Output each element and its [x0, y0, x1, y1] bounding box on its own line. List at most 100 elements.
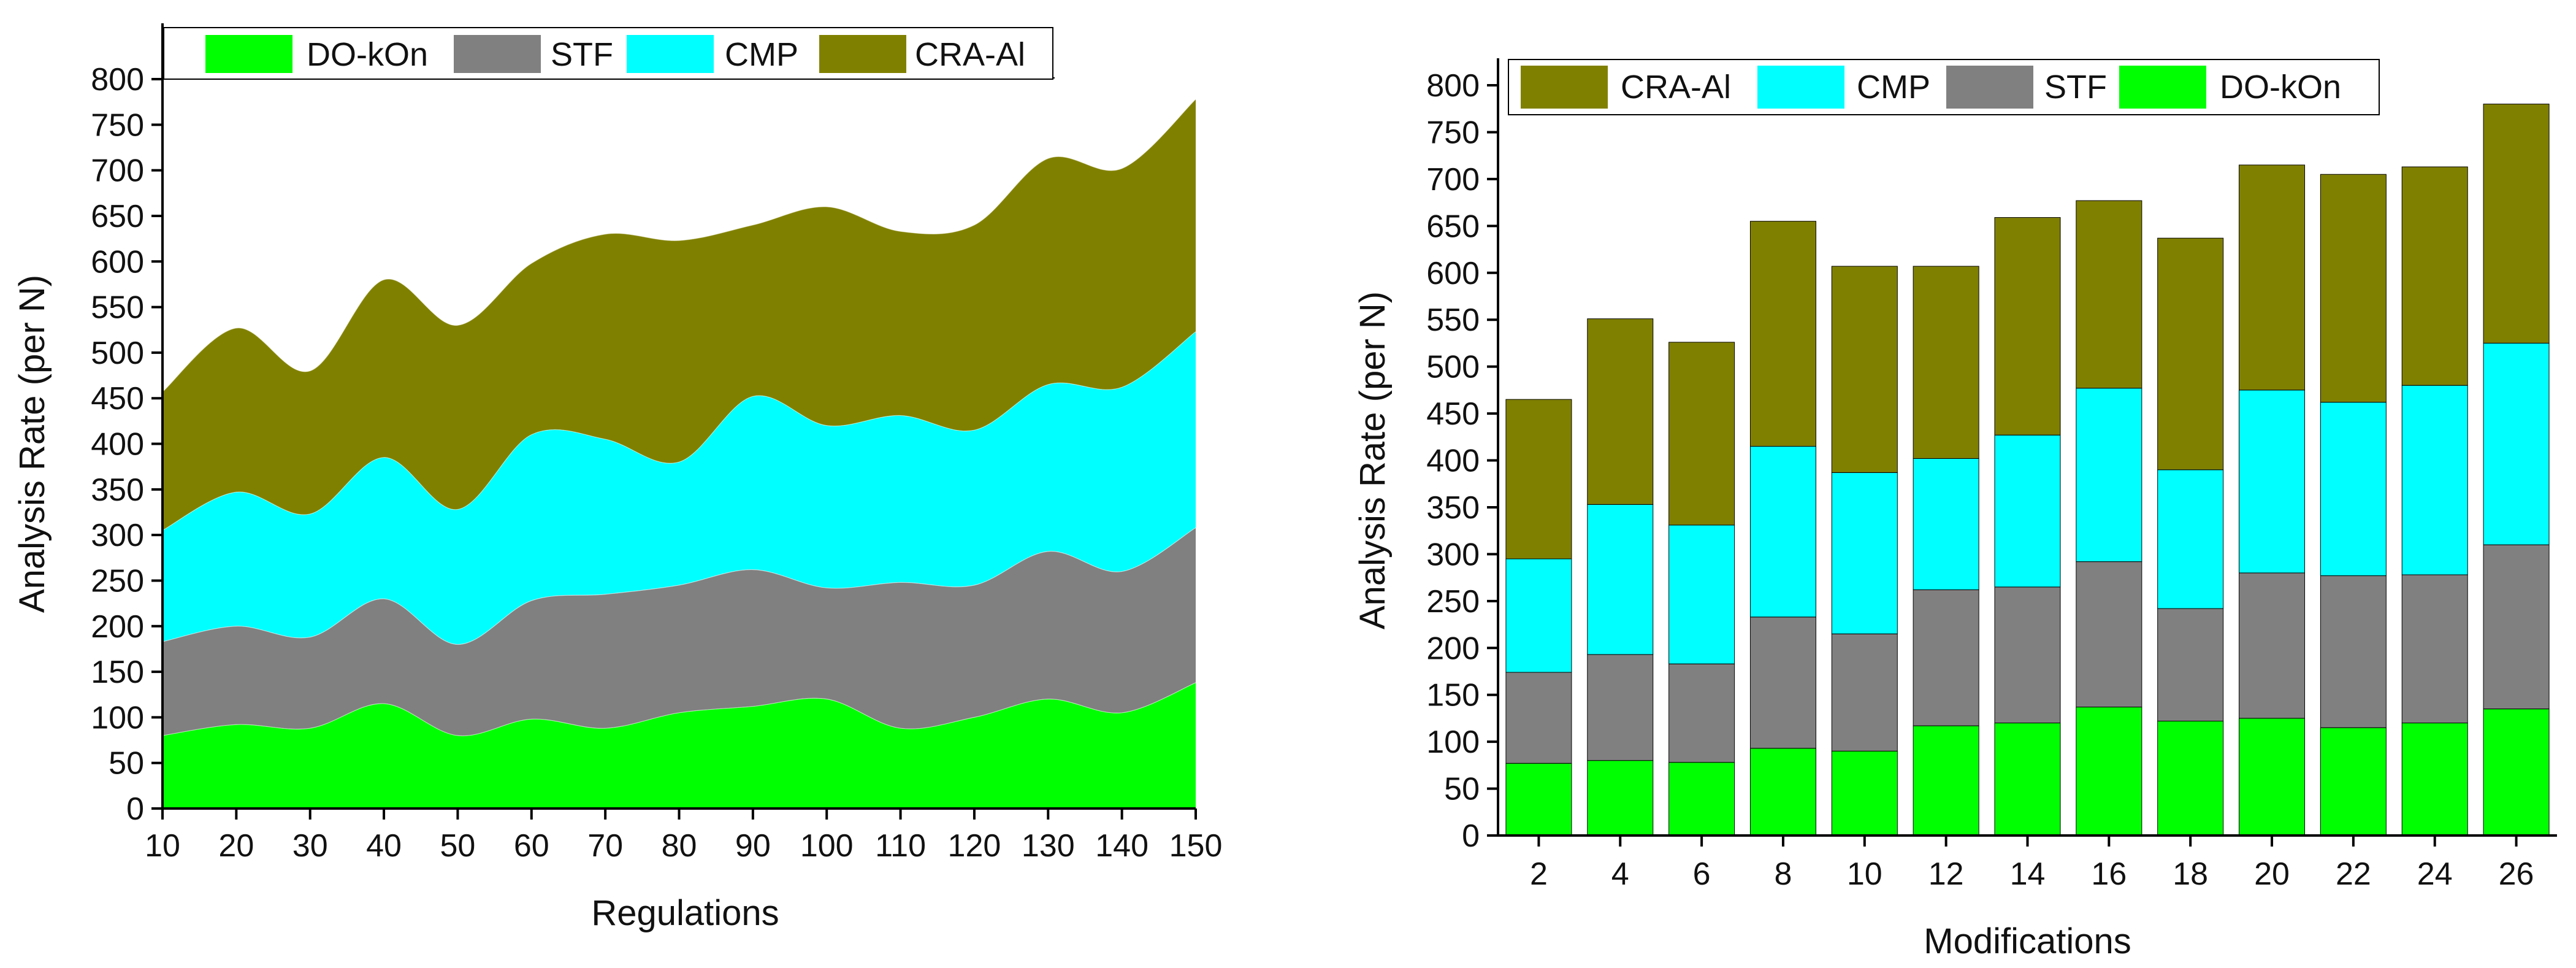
bar-do-kon-26 [2483, 709, 2550, 836]
y-tick-label: 600 [1426, 256, 1480, 291]
y-tick-label: 150 [91, 655, 144, 690]
bar-cra-al-8 [1749, 221, 1816, 447]
y-axis-title: Analysis Rate (per N) [1353, 291, 1393, 629]
stacked-area-chart: 10 20 30 40 50 60 70 80 90 100 110 120 130 140 150 0 50… [12, 23, 1222, 933]
x-axis-title: Regulations [591, 893, 779, 933]
x-tick-label: 16 [2091, 856, 2127, 892]
bar-cmp-4 [1587, 504, 1654, 655]
bar-do-kon-20 [2239, 718, 2306, 836]
legend-box [1508, 59, 2380, 115]
x-axis-title: Modifications [1924, 921, 2131, 961]
bar-cra-al-24 [2401, 166, 2468, 386]
legend-label-do-kon: DO-kOn [307, 36, 428, 73]
bar-do-kon-16 [2076, 707, 2142, 836]
x-tick-label: 100 [800, 828, 854, 864]
x-tick-label: 4 [1611, 856, 1629, 892]
legend-swatch-stf [454, 35, 541, 73]
legend-swatch-do-kon [205, 35, 292, 73]
x-tick-label: 10 [1847, 856, 1882, 892]
y-tick-label: 500 [91, 336, 144, 371]
y-tick-label: 400 [1426, 444, 1480, 479]
legend: CRA-Al CMP STF DO-kOn [1508, 59, 2380, 115]
bar-cra-al-12 [1913, 266, 1979, 459]
legend-swatch-cra-al [1521, 66, 1608, 109]
bar-stf-2 [1505, 672, 1572, 764]
y-tick-label: 250 [1426, 584, 1480, 620]
bar-cmp-12 [1913, 458, 1979, 590]
bar-stf-18 [2157, 608, 2224, 721]
x-tick-label: 90 [735, 828, 771, 864]
legend-label-cmp: CMP [725, 36, 798, 73]
legend-label-cra-al: CRA-Al [1621, 69, 1731, 106]
legend-swatch-cra-al [819, 35, 906, 73]
legend-label-stf: STF [2044, 69, 2107, 106]
y-tick-label: 350 [1426, 490, 1480, 526]
bar-stf-6 [1668, 663, 1735, 763]
bar-do-kon-2 [1505, 762, 1572, 836]
x-tick-label: 50 [440, 828, 476, 864]
area-cra-al [162, 99, 1196, 531]
legend-label-do-kon: DO-kOn [2220, 69, 2341, 106]
y-tick-label: 250 [91, 563, 144, 599]
bar-stf-16 [2076, 561, 2142, 708]
bar-cmp-2 [1505, 558, 1572, 673]
y-tick-label: 550 [1426, 302, 1480, 338]
x-tick-label: 8 [1775, 856, 1792, 892]
area-edge-stf [162, 527, 1196, 645]
x-ticks: 10 20 30 40 50 60 70 80 90 100 110 120 130 140 150 [145, 809, 1222, 864]
y-tick-label: 450 [1426, 396, 1480, 432]
bar-do-kon-18 [2157, 720, 2224, 836]
bar-cra-al-20 [2239, 164, 2306, 391]
legend-swatch-cmp [627, 35, 714, 73]
legend-swatch-do-kon [2119, 66, 2206, 109]
bar-stf-22 [2320, 575, 2387, 728]
x-tick-label: 40 [366, 828, 402, 864]
y-tick-label: 200 [1426, 631, 1480, 666]
legend-swatch-stf [1946, 66, 2033, 109]
bar-do-kon-6 [1668, 762, 1735, 836]
x-tick-label: 130 [1022, 828, 1075, 864]
x-tick-label: 30 [292, 828, 328, 864]
area-edge-cmp [162, 331, 1196, 531]
bar-cmp-24 [2401, 385, 2468, 575]
legend-label-cra-al: CRA-Al [915, 36, 1025, 73]
x-tick-label: 150 [1169, 828, 1223, 864]
bar-segments [1505, 104, 2550, 836]
y-tick-label: 450 [91, 381, 144, 417]
y-tick-label: 550 [91, 290, 144, 326]
bar-cmp-26 [2483, 342, 2550, 545]
y-tick-label: 300 [91, 518, 144, 553]
y-ticks: 0 50 100 150 200 250 300 350 400 450 500 550 600 650 7… [91, 62, 162, 827]
bar-cmp-8 [1749, 446, 1816, 618]
x-tick-label: 14 [2010, 856, 2046, 892]
y-tick-label: 800 [91, 62, 144, 98]
bar-stf-10 [1831, 633, 1898, 751]
y-tick-label: 50 [1444, 772, 1480, 807]
x-ticks: 2 4 6 8 10 12 14 16 18 20 22 24 26 [1530, 835, 2534, 892]
area-layers [162, 99, 1196, 809]
y-tick-label: 700 [91, 153, 144, 189]
bar-stf-8 [1749, 617, 1816, 749]
x-tick-label: 70 [587, 828, 623, 864]
y-tick-label: 600 [91, 244, 144, 280]
bar-stf-24 [2401, 574, 2468, 724]
bar-cra-al-10 [1831, 266, 1898, 473]
legend-label-stf: STF [551, 36, 613, 73]
x-tick-label: 10 [145, 828, 180, 864]
y-tick-label: 800 [1426, 68, 1480, 104]
bar-do-kon-22 [2320, 727, 2387, 836]
y-tick-label: 0 [126, 791, 144, 827]
bar-stf-26 [2483, 544, 2550, 710]
y-tick-label: 300 [1426, 537, 1480, 572]
stacked-bar-chart: 2 4 6 8 10 12 14 16 18 20 22 24 26 05010015020025030… [1353, 58, 2557, 961]
bar-cra-al-16 [2076, 200, 2142, 389]
y-tick-label: 750 [1426, 115, 1480, 150]
bar-do-kon-14 [1994, 723, 2061, 836]
x-tick-label: 24 [2417, 856, 2453, 892]
x-tick-label: 12 [1928, 856, 1964, 892]
bar-cra-al-14 [1994, 217, 2061, 436]
x-tick-label: 2 [1530, 856, 1548, 892]
bar-do-kon-10 [1831, 750, 1898, 836]
y-tick-label: 350 [91, 472, 144, 508]
bar-cra-al-4 [1587, 318, 1654, 505]
